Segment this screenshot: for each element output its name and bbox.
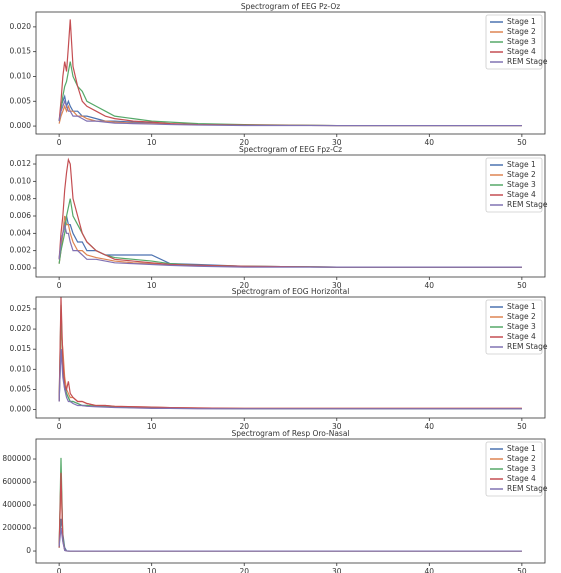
x-tick-label: 10 xyxy=(147,422,157,431)
axes-frame xyxy=(35,296,546,419)
series-line xyxy=(58,296,522,409)
x-tick-label: 10 xyxy=(147,567,157,573)
legend-label: Stage 1 xyxy=(507,444,536,453)
y-tick-label: 0.025 xyxy=(10,304,32,313)
y-tick-label: 0.008 xyxy=(10,194,32,203)
y-tick-label: 0.020 xyxy=(10,22,32,31)
x-tick-label: 0 xyxy=(57,567,62,573)
series-line xyxy=(58,104,522,127)
x-tick-label: 0 xyxy=(57,138,62,147)
legend-label: Stage 1 xyxy=(507,17,536,26)
series-line xyxy=(58,224,522,268)
y-tick-label: 0.020 xyxy=(10,324,32,333)
legend-box xyxy=(485,299,543,355)
series-line xyxy=(58,304,522,410)
y-tick-label: 0.012 xyxy=(10,159,32,168)
y-tick-label: 600000 xyxy=(2,477,31,486)
x-tick-label: 20 xyxy=(239,567,249,573)
x-tick-label: 0 xyxy=(57,281,62,290)
x-tick-label: 50 xyxy=(517,138,527,147)
x-tick-label: 40 xyxy=(425,422,435,431)
chart-title: Spectrogram of Resp Oro-Nasal xyxy=(231,429,349,438)
legend-label: Stage 4 xyxy=(507,190,536,199)
y-tick-label: 800000 xyxy=(2,454,31,463)
x-tick-label: 20 xyxy=(239,281,249,290)
chart-title: Spectrogram of EOG Horizontal xyxy=(232,287,350,296)
chart-title: Spectrogram of EEG Fpz-Cz xyxy=(239,145,342,154)
y-tick-label: 0.015 xyxy=(10,344,32,353)
axes-frame xyxy=(35,154,546,278)
y-tick-label: 0.000 xyxy=(10,405,32,414)
y-tick-label: 0.010 xyxy=(10,364,32,373)
legend-label: Stage 4 xyxy=(507,47,536,56)
x-tick-label: 30 xyxy=(332,567,342,573)
series-line xyxy=(58,518,522,552)
y-tick-label: 0.004 xyxy=(10,228,32,237)
legend-label: REM Stage xyxy=(507,57,548,66)
chart-title: Spectrogram of EEG Pz-Oz xyxy=(241,2,340,11)
series-line xyxy=(58,198,522,268)
x-tick-label: 30 xyxy=(332,138,342,147)
series-line xyxy=(58,61,522,127)
legend-label: Stage 1 xyxy=(507,302,536,311)
x-tick-label: 40 xyxy=(425,281,435,290)
legend-box xyxy=(485,14,543,70)
series-line xyxy=(58,349,522,410)
x-tick-label: 40 xyxy=(425,567,435,573)
y-tick-label: 0.010 xyxy=(10,71,32,80)
legend-label: Stage 1 xyxy=(507,160,536,169)
x-tick-label: 10 xyxy=(147,281,157,290)
x-tick-label: 30 xyxy=(332,422,342,431)
series-line xyxy=(58,472,522,552)
legend-label: Stage 4 xyxy=(507,332,536,341)
axes-frame xyxy=(35,11,546,135)
series-line xyxy=(58,457,522,552)
x-tick-label: 20 xyxy=(239,422,249,431)
x-tick-label: 10 xyxy=(147,138,157,147)
x-tick-label: 20 xyxy=(239,138,249,147)
y-tick-label: 0.000 xyxy=(10,263,32,272)
y-tick-label: 0.005 xyxy=(10,384,32,393)
series-line xyxy=(58,476,522,552)
legend-box xyxy=(485,157,543,213)
series-line xyxy=(58,157,522,268)
x-tick-label: 50 xyxy=(517,422,527,431)
legend-label: REM Stage xyxy=(507,342,548,351)
legend-label: Stage 2 xyxy=(507,454,536,463)
legend-label: Stage 2 xyxy=(507,27,536,36)
legend-label: Stage 3 xyxy=(507,180,536,189)
y-tick-label: 0.005 xyxy=(10,96,32,105)
y-tick-label: 0.002 xyxy=(10,246,32,255)
y-tick-label: 400000 xyxy=(2,500,31,509)
series-line xyxy=(58,329,522,409)
x-tick-label: 30 xyxy=(332,281,342,290)
legend-label: Stage 2 xyxy=(507,170,536,179)
legend-label: Stage 3 xyxy=(507,322,536,331)
legend-label: REM Stage xyxy=(507,200,548,209)
legend-label: Stage 2 xyxy=(507,312,536,321)
x-tick-label: 0 xyxy=(57,422,62,431)
legend-label: Stage 4 xyxy=(507,474,536,483)
series-line xyxy=(58,99,522,127)
y-tick-label: 200000 xyxy=(2,523,31,532)
x-tick-label: 50 xyxy=(517,567,527,573)
legend-box xyxy=(485,441,543,497)
y-tick-label: 0 xyxy=(26,546,31,555)
series-line xyxy=(58,19,522,127)
x-tick-label: 50 xyxy=(517,281,527,290)
series-line xyxy=(58,527,522,552)
series-line xyxy=(58,349,522,410)
y-tick-label: 0.006 xyxy=(10,211,32,220)
axes-frame xyxy=(35,438,546,564)
y-tick-label: 0.000 xyxy=(10,121,32,130)
y-tick-label: 0.010 xyxy=(10,176,32,185)
x-tick-label: 40 xyxy=(425,138,435,147)
legend-label: REM Stage xyxy=(507,484,548,493)
legend-label: Stage 3 xyxy=(507,37,536,46)
legend-label: Stage 3 xyxy=(507,464,536,473)
series-line xyxy=(58,94,522,127)
y-tick-label: 0.015 xyxy=(10,47,32,56)
